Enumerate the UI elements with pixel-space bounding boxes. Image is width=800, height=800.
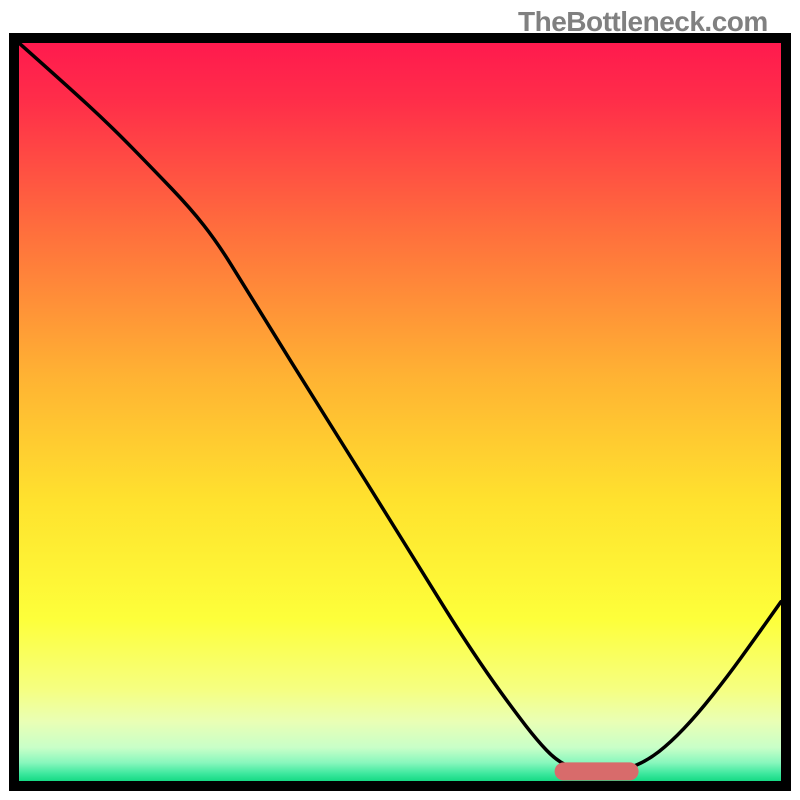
optimum-marker — [555, 762, 639, 780]
gradient-background — [19, 43, 781, 781]
chart-svg — [0, 0, 800, 800]
